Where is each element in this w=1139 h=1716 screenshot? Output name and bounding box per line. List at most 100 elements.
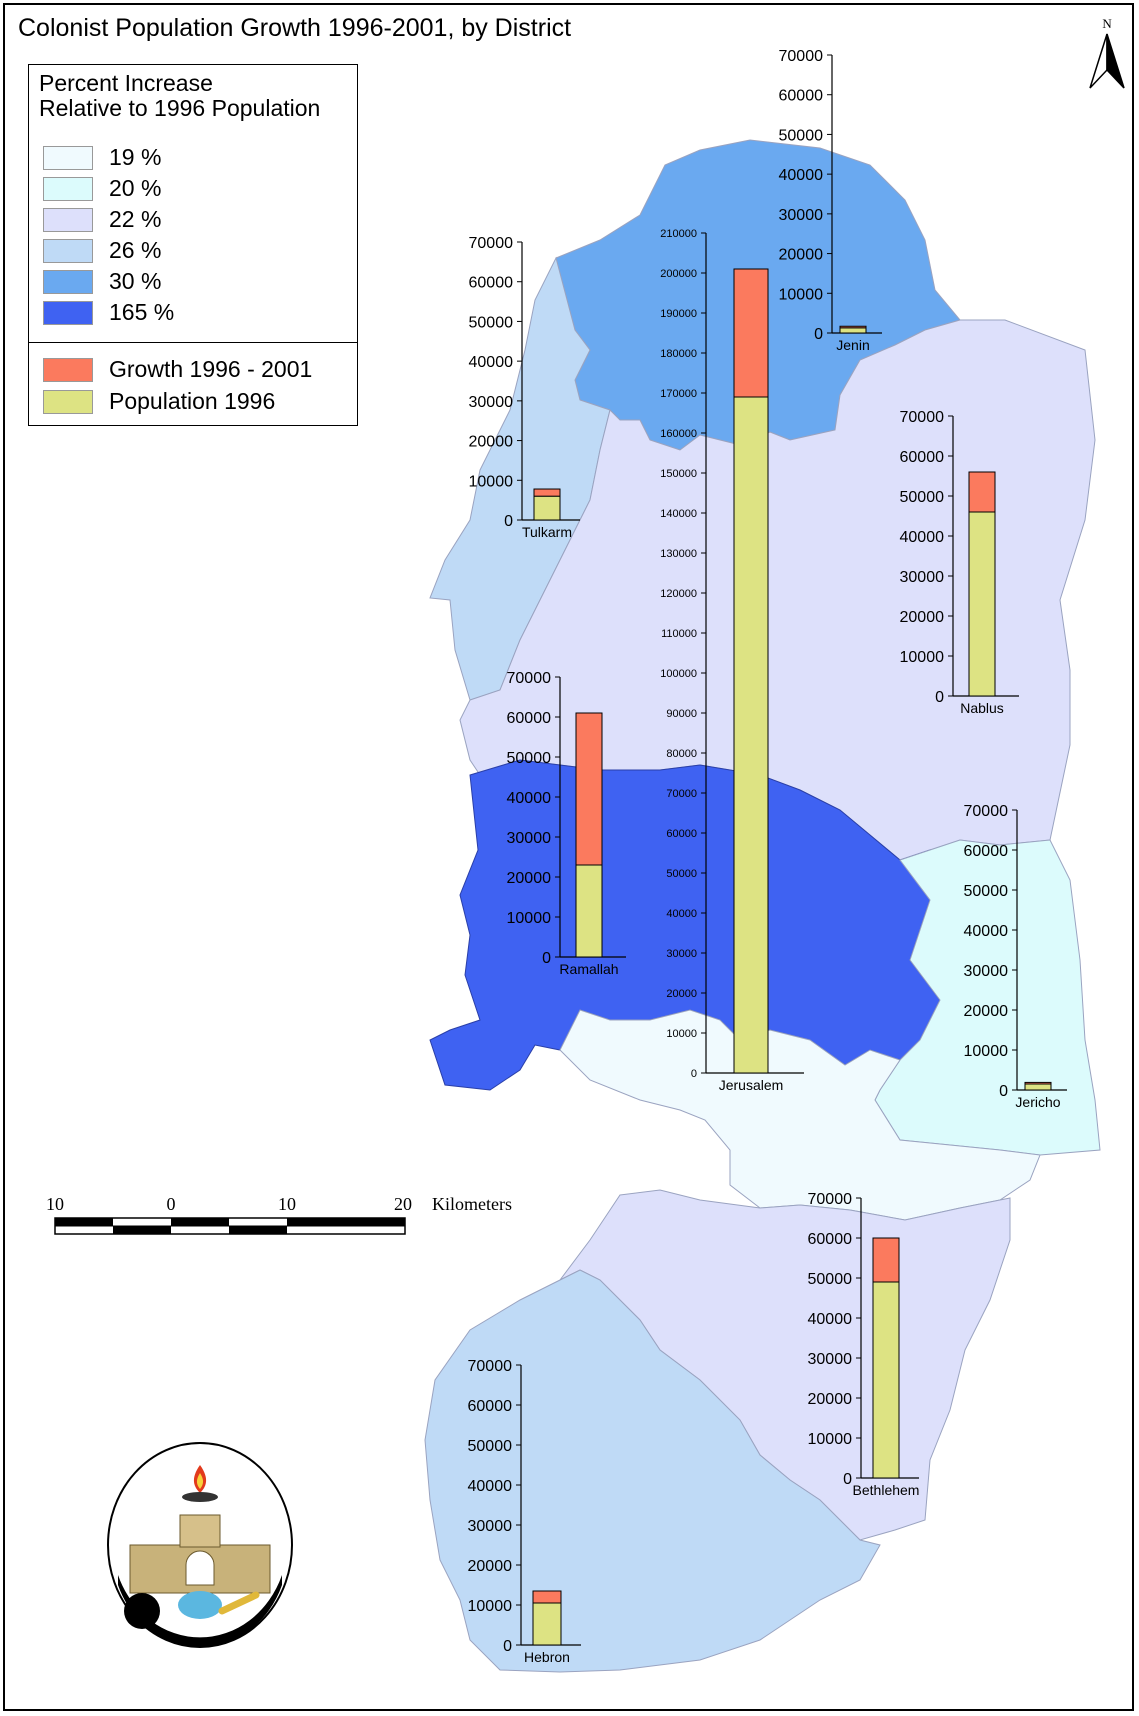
tick-label: 70000 — [808, 1191, 853, 1208]
scale-unit: Kilometers — [432, 1194, 512, 1214]
tick-label: 20000 — [666, 988, 697, 1000]
tick-label: 70000 — [666, 788, 697, 800]
map-frame — [3, 3, 1134, 1711]
tick-label: 30000 — [507, 830, 552, 847]
tick-label: 60000 — [666, 828, 697, 840]
legend-divider — [29, 342, 357, 343]
tick-label: 40000 — [468, 1478, 513, 1495]
tick-label: 50000 — [468, 1438, 513, 1455]
tick-label: 70000 — [779, 48, 824, 65]
legend-swatch — [43, 146, 93, 170]
legend-class-label: 30 % — [109, 268, 162, 294]
tick-label: 120000 — [660, 588, 697, 600]
tick-label: 0 — [843, 1471, 852, 1488]
bar-population-1996 — [1024, 1083, 1052, 1091]
bar-growth-1996-2001 — [533, 488, 561, 497]
bar-growth-1996-2001 — [575, 712, 603, 866]
tick-label: 10000 — [469, 473, 514, 490]
tick-label: 40000 — [779, 167, 824, 184]
tick-label: 180000 — [660, 348, 697, 360]
bar-population-1996 — [733, 396, 769, 1074]
chart-ramallah: 70000 60000 50000 40000 30000 20000 10000 0 Rama… — [507, 670, 626, 977]
tick-label: 0 — [935, 689, 944, 706]
bar-population-1996 — [968, 511, 996, 697]
tick-label: 20000 — [469, 434, 514, 451]
tick-label: 0 — [691, 1068, 697, 1080]
chart-hebron: 70000 60000 50000 40000 30000 20000 10000 0 Hebr… — [468, 1358, 581, 1665]
legend-swatch — [43, 177, 93, 201]
bar-population-1996 — [575, 864, 603, 958]
legend-title-line2: Relative to 1996 Population — [39, 95, 321, 121]
legend-swatch — [43, 239, 93, 263]
tick-label: 20000 — [900, 609, 945, 626]
tick-label: 30000 — [666, 948, 697, 960]
tick-label: 10000 — [468, 1598, 513, 1615]
tick-label: 50000 — [507, 750, 552, 767]
legend-swatch — [43, 208, 93, 232]
tick-label: 70000 — [964, 803, 1009, 820]
bar-growth-1996-2001 — [532, 1590, 562, 1604]
chart-jenin: 70000 60000 50000 40000 30000 20000 10000 0 Jeni… — [779, 48, 882, 353]
chart-jerusalem: 2100002000001900001800001700001600001500… — [660, 228, 804, 1093]
district-label: Jenin — [836, 337, 869, 353]
tick-label: 130000 — [660, 548, 697, 560]
tick-label: 30000 — [468, 1518, 513, 1535]
legend: Percent Increase Relative to 1996 Popula… — [28, 64, 358, 426]
bar-growth-1996-2001 — [839, 325, 867, 329]
tick-label: 170000 — [660, 388, 697, 400]
district-label: Bethlehem — [853, 1482, 920, 1498]
tick-label: 60000 — [808, 1231, 853, 1248]
bar-population-1996 — [532, 1602, 562, 1646]
legend-series-label: Population 1996 — [109, 388, 276, 414]
legend-swatch — [43, 358, 93, 382]
tick-label: 40000 — [666, 908, 697, 920]
tick-label: 80000 — [666, 748, 697, 760]
tick-label: 10000 — [666, 1028, 697, 1040]
tick-label: 20000 — [507, 870, 552, 887]
tick-label: 30000 — [469, 394, 514, 411]
tick-label: 0 — [504, 513, 513, 530]
legend-class-label: 22 % — [109, 206, 162, 232]
tick-label: 50000 — [779, 127, 824, 144]
chart-tulkarm: 70000 60000 50000 40000 30000 20000 10000 0 Tulk… — [469, 235, 580, 540]
tick-label: 50000 — [964, 883, 1009, 900]
scale-tick-1: 0 — [167, 1194, 176, 1214]
north-label: N — [1102, 16, 1112, 31]
tick-label: 20000 — [964, 1003, 1009, 1020]
legend-class-label: 26 % — [109, 237, 162, 263]
tick-label: 90000 — [666, 708, 697, 720]
scale-tick-0: 10 — [46, 1194, 64, 1214]
legend-swatch — [43, 270, 93, 294]
tick-label: 200000 — [660, 268, 697, 280]
tick-label: 30000 — [779, 207, 824, 224]
tick-label: 40000 — [808, 1311, 853, 1328]
tick-label: 60000 — [779, 88, 824, 105]
tick-label: 0 — [999, 1083, 1008, 1100]
bar-growth-1996-2001 — [872, 1237, 900, 1283]
scale-tick-2: 10 — [278, 1194, 296, 1214]
bar-population-1996 — [533, 495, 561, 521]
tick-label: 60000 — [507, 710, 552, 727]
tick-label: 10000 — [808, 1431, 853, 1448]
tick-label: 20000 — [779, 247, 824, 264]
chart-nablus: 70000 60000 50000 40000 30000 20000 10000 0 Nabl… — [900, 409, 1019, 716]
tick-label: 60000 — [900, 449, 945, 466]
tick-label: 190000 — [660, 308, 697, 320]
legend-class-label: 20 % — [109, 175, 162, 201]
tick-label: 70000 — [900, 409, 945, 426]
chart-jericho: 70000 60000 50000 40000 30000 20000 10000 0 Jeri… — [964, 803, 1067, 1110]
district-label: Hebron — [524, 1649, 570, 1665]
region-hebron — [424, 1269, 881, 1673]
district-label: Jericho — [1015, 1094, 1060, 1110]
tick-label: 20000 — [808, 1391, 853, 1408]
north-arrow-icon: N — [1089, 16, 1125, 89]
legend-swatch — [43, 301, 93, 325]
tick-label: 50000 — [666, 868, 697, 880]
bar-population-1996 — [839, 327, 867, 334]
legend-swatch — [43, 390, 93, 414]
tick-label: 140000 — [660, 508, 697, 520]
tick-label: 10000 — [507, 910, 552, 927]
tick-label: 0 — [542, 950, 551, 967]
tick-label: 50000 — [808, 1271, 853, 1288]
